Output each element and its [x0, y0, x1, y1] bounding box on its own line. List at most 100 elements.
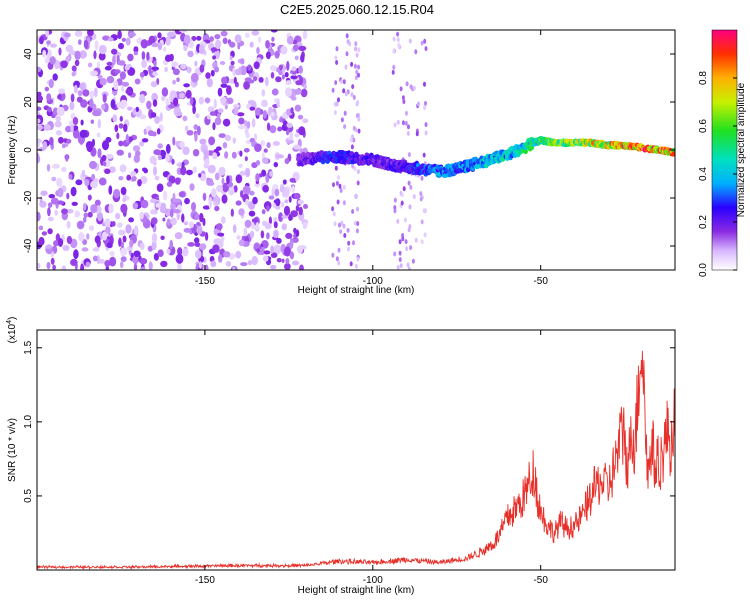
noise-blob	[409, 184, 413, 190]
noise-blob	[338, 222, 341, 228]
noise-blob	[161, 95, 166, 101]
noise-blob	[119, 247, 128, 256]
noise-blob	[352, 137, 356, 143]
noise-blob	[218, 133, 226, 139]
noise-blob	[112, 114, 118, 123]
noise-blob	[222, 142, 228, 149]
noise-blob	[391, 69, 395, 75]
noise-blob	[244, 156, 248, 162]
noise-blob	[58, 136, 64, 144]
noise-blob	[139, 141, 145, 147]
noise-blob	[239, 150, 243, 157]
noise-blob	[245, 32, 250, 38]
noise-blob	[339, 188, 343, 193]
noise-blob	[118, 140, 124, 147]
noise-blob	[303, 84, 307, 90]
noise-blob	[118, 237, 122, 247]
noise-blob	[182, 115, 188, 122]
noise-blob	[47, 207, 51, 217]
noise-blob	[209, 36, 215, 42]
noise-blob	[199, 243, 207, 251]
snr-y-axis-label: SNR (10 * v/v)	[7, 418, 18, 482]
noise-blob	[335, 46, 339, 52]
noise-blob	[281, 214, 289, 219]
noise-blob	[90, 119, 95, 124]
colorbar-label: Normalized spectral amplitude	[736, 82, 747, 217]
noise-blob	[161, 87, 169, 97]
noise-blob	[70, 186, 77, 197]
noise-blob	[342, 88, 346, 94]
noise-blob	[258, 77, 264, 83]
noise-blob	[165, 36, 171, 46]
noise-blob	[92, 110, 101, 117]
noise-blob	[180, 63, 187, 70]
noise-blob	[344, 64, 348, 70]
noise-blob	[134, 78, 141, 85]
noise-blob	[278, 64, 284, 70]
noise-blob	[111, 221, 116, 227]
noise-blob	[139, 114, 147, 120]
noise-blob	[245, 132, 250, 139]
noise-blob	[355, 52, 359, 58]
noise-blob	[157, 42, 163, 51]
noise-blob	[49, 136, 54, 146]
noise-blob	[66, 235, 73, 245]
noise-blob	[171, 61, 179, 68]
noise-blob	[222, 118, 231, 127]
noise-blob	[169, 239, 173, 250]
noise-blob	[290, 95, 297, 101]
colorbar-tick-label: 0.2	[698, 215, 709, 229]
noise-blob	[51, 197, 59, 205]
noise-blob	[256, 248, 260, 253]
noise-blob	[37, 262, 41, 269]
noise-blob	[105, 226, 111, 235]
noise-blob	[262, 185, 270, 193]
noise-blob	[87, 211, 93, 218]
noise-blob	[199, 138, 207, 145]
noise-blob	[84, 179, 90, 187]
noise-blob	[70, 124, 74, 133]
noise-blob	[126, 174, 132, 181]
noise-blob	[87, 62, 93, 68]
noise-blob	[286, 35, 294, 45]
noise-blob	[293, 192, 301, 200]
colorbar-ticks: 0.0 0.2 0.4 0.6 0.8	[698, 71, 737, 277]
noise-blob	[221, 76, 228, 85]
noise-blob	[153, 149, 162, 156]
noise-blob	[251, 218, 258, 223]
noise-blob	[238, 117, 245, 125]
noise-blob	[233, 106, 239, 116]
snr-frame	[36, 329, 676, 571]
x-tick-label: -50	[533, 276, 548, 287]
noise-blob	[210, 69, 215, 77]
noise-blob	[104, 168, 111, 174]
noise-blob	[254, 143, 262, 152]
noise-blob	[98, 177, 107, 186]
noise-blob	[357, 47, 361, 53]
noise-blob	[337, 247, 341, 253]
noise-blob	[423, 232, 427, 238]
noise-blob	[151, 240, 157, 251]
noise-blob	[420, 219, 424, 225]
noise-blob	[342, 79, 346, 85]
spectrogram-plot	[37, 30, 675, 270]
noise-blob	[257, 36, 262, 43]
noise-blob	[77, 90, 83, 97]
noise-blob	[192, 105, 196, 115]
noise-blob	[152, 99, 158, 107]
noise-blob	[335, 256, 339, 262]
noise-blob	[127, 136, 134, 142]
noise-blob	[44, 57, 51, 64]
noise-blob	[277, 126, 283, 132]
noise-blob	[232, 224, 237, 234]
noise-blob	[128, 217, 135, 223]
noise-blob	[269, 65, 277, 72]
noise-blob	[147, 245, 153, 252]
noise-blob	[231, 151, 237, 159]
noise-blob	[220, 30, 228, 37]
noise-blob	[414, 49, 418, 55]
noise-blob	[278, 69, 283, 76]
noise-blob	[72, 129, 80, 139]
noise-blob	[89, 90, 95, 100]
noise-blob	[354, 193, 358, 199]
